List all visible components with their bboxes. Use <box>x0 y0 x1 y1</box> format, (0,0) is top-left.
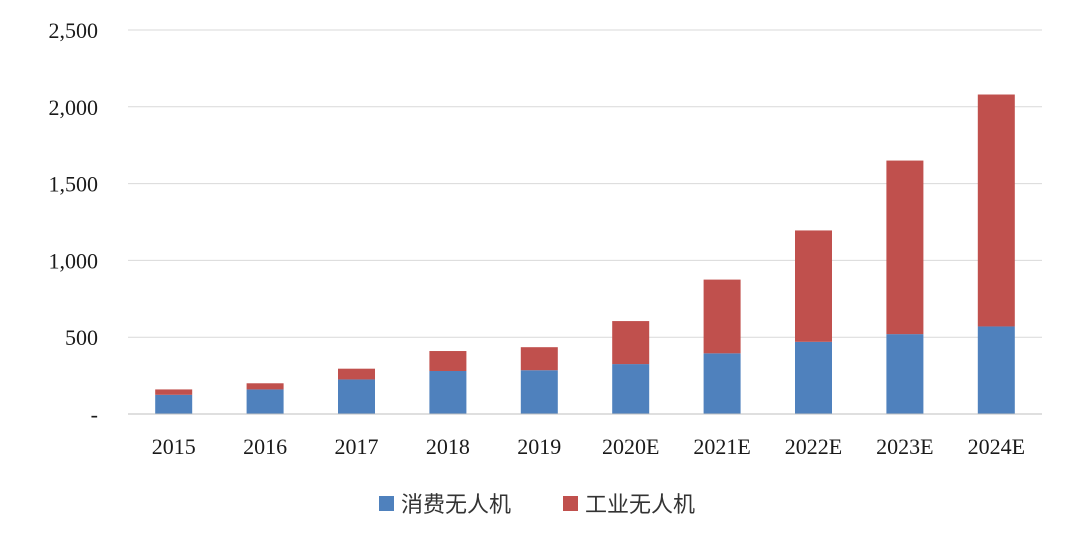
bar-segment-consumer-2021E <box>703 353 741 414</box>
bar-segment-industrial-2024E <box>977 94 1015 327</box>
bar-segment-industrial-2016 <box>246 383 284 390</box>
bar-segment-industrial-2018 <box>429 351 467 371</box>
bar-segment-consumer-2016 <box>246 389 284 414</box>
bar-segment-consumer-2024E <box>977 326 1015 414</box>
x-tick-label: 2024E <box>968 434 1025 459</box>
y-tick-label: 1,500 <box>49 172 99 197</box>
x-tick-label: 2023E <box>876 434 933 459</box>
bar-segment-consumer-2022E <box>795 341 832 414</box>
legend-label-consumer: 消费无人机 <box>401 493 511 518</box>
bar-segment-consumer-2015 <box>155 394 193 414</box>
bar-segment-industrial-2022E <box>795 230 832 342</box>
bars <box>155 94 1015 414</box>
bar-segment-industrial-2021E <box>703 279 741 354</box>
bar-segment-industrial-2017 <box>338 368 375 380</box>
bar-segment-consumer-2020E <box>612 364 650 414</box>
bar-segment-consumer-2019 <box>520 370 558 414</box>
x-axis-tick-labels: 2015 2016 2017 2018 2019 2020E 2021E 2022E 2023E… <box>152 434 1025 459</box>
bar-segment-consumer-2018 <box>429 370 467 414</box>
legend: 消费无人机 工业无人机 <box>379 493 695 518</box>
bar-segment-consumer-2017 <box>338 379 375 414</box>
x-tick-label: 2018 <box>426 434 470 459</box>
bar-segment-industrial-2019 <box>520 347 558 371</box>
bar-segment-consumer-2023E <box>886 334 924 414</box>
x-tick-label: 2016 <box>243 434 287 459</box>
y-axis-tick-labels: - 500 1,000 1,500 2,000 2,500 <box>49 18 99 427</box>
legend-label-industrial: 工业无人机 <box>585 493 695 518</box>
bar-segment-industrial-2015 <box>155 389 193 395</box>
legend-swatch-consumer <box>379 496 394 511</box>
x-tick-label: 2015 <box>152 434 196 459</box>
bar-segment-industrial-2020E <box>612 321 650 365</box>
x-tick-label: 2020E <box>602 434 659 459</box>
y-tick-label: 500 <box>65 325 98 350</box>
x-tick-label: 2019 <box>517 434 561 459</box>
bar-segment-industrial-2023E <box>886 160 924 335</box>
y-tick-label: 2,500 <box>49 18 99 43</box>
x-tick-label: 2017 <box>335 434 379 459</box>
y-tick-label: 2,000 <box>49 95 99 120</box>
legend-swatch-industrial <box>563 496 578 511</box>
x-tick-label: 2021E <box>693 434 750 459</box>
x-tick-label: 2022E <box>785 434 842 459</box>
y-tick-label: - <box>91 402 98 427</box>
y-tick-label: 1,000 <box>49 248 99 273</box>
